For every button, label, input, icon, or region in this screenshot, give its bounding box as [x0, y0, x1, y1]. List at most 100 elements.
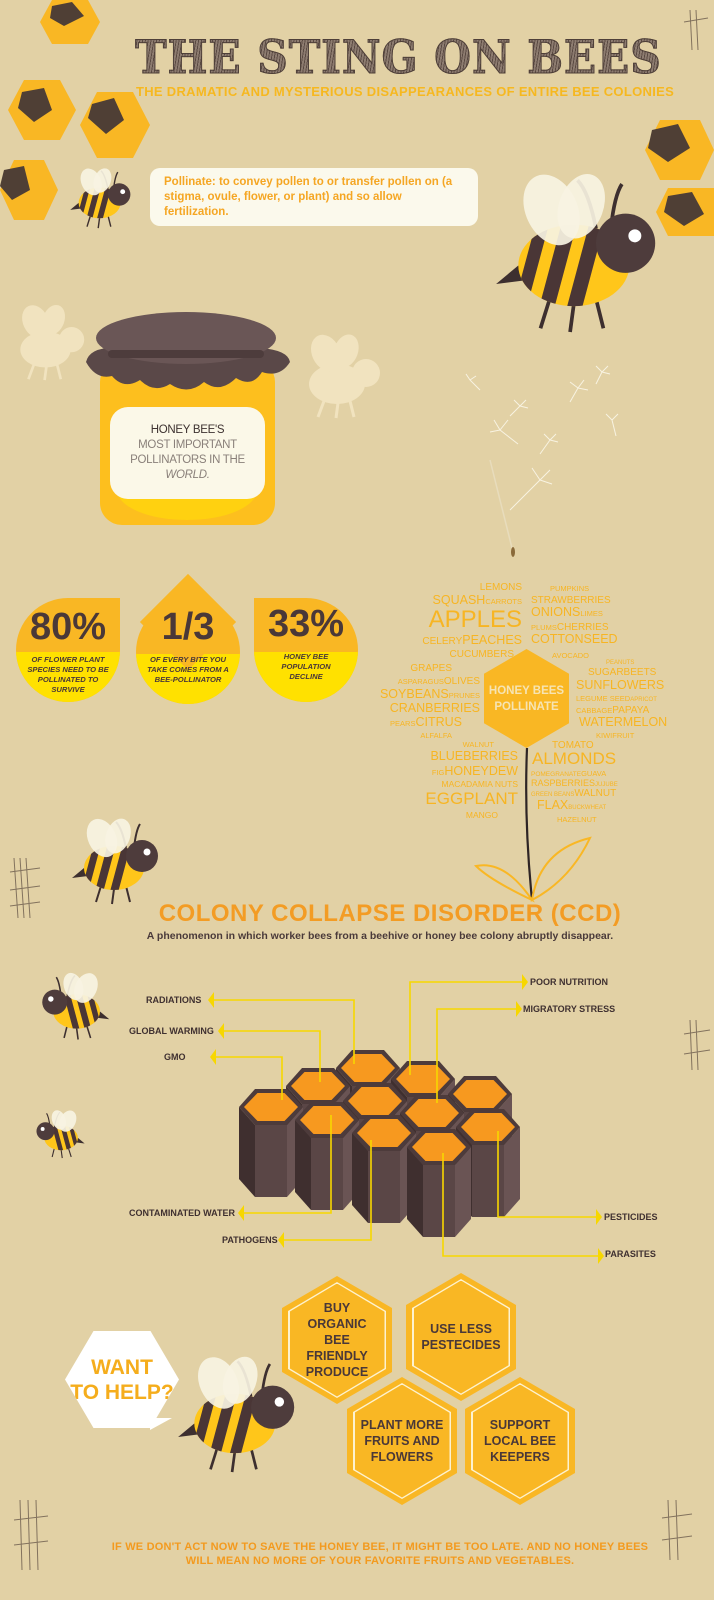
crop-word: EGGPLANT	[425, 789, 518, 808]
arrowhead-icon	[598, 1248, 604, 1264]
pollinate-definition-box: Pollinate: to convey pollen to or transf…	[150, 168, 478, 226]
crop-word: PUMPKINS	[550, 584, 590, 593]
cause-global-warming: GLOBAL WARMING	[129, 1026, 214, 1036]
ghost-bee-icon	[15, 299, 86, 382]
comb-cell-honey	[405, 1099, 459, 1127]
stat-drop-shape	[254, 598, 358, 702]
stat-drop-shape	[16, 598, 120, 702]
crop-word: SUGARBEETS	[588, 667, 657, 678]
footer-line: IF WE DON'T ACT NOW TO SAVE THE HONEY BE…	[111, 1541, 649, 1553]
pollinate-definition: Pollinate: to convey pollen to or transf…	[164, 175, 453, 218]
crop-word: ASPARAGUS	[397, 677, 444, 686]
cause-pathogens: PATHOGENS	[222, 1235, 278, 1245]
arrowhead-icon	[516, 1001, 522, 1017]
cause-radiations: RADIATIONS	[146, 995, 202, 1005]
help-action-text: SUPPORT LOCAL BEE KEEPERS	[484, 1418, 556, 1464]
comb-cell-wall	[407, 1147, 423, 1237]
crop-word: PLUMS	[531, 623, 557, 632]
crop-word: FLAX	[537, 798, 569, 812]
crop-word: CUCUMBERS	[449, 649, 514, 660]
comb-cell-honey	[244, 1093, 298, 1121]
comb-cell-honey	[300, 1106, 354, 1134]
connector-line	[436, 1008, 516, 1103]
comb-cell-wall	[352, 1133, 368, 1223]
bee-icon	[42, 969, 109, 1041]
crop-word: SQUASH	[432, 593, 486, 607]
crop-word: GUAVA	[581, 769, 607, 778]
crop-word: HAZELNUT	[557, 815, 597, 824]
help-action-use-less-pesticides: USE LESS PESTECIDES	[406, 1273, 516, 1401]
crop-word: KIWIFRUIT	[596, 731, 635, 740]
help-action-text: PLANT MORE FRUITS AND FLOWERS	[360, 1418, 444, 1464]
ghost-bee-icon	[303, 328, 382, 420]
comb-cell-honey	[291, 1072, 345, 1100]
stat-80-percent: 80% OF FLOWER PLANT SPECIES NEED TO BE P…	[13, 607, 123, 695]
arrowhead-icon	[218, 1023, 224, 1039]
comb-cell-wall	[368, 1151, 400, 1223]
connector-line	[244, 1115, 332, 1214]
cause-poor-nutrition: POOR NUTRITION	[530, 977, 608, 987]
crop-word: WATERMELON	[579, 715, 668, 729]
dandelion-seeds	[465, 365, 619, 511]
comb-cell-wall	[423, 1165, 455, 1237]
crop-word: PRUNES	[448, 691, 480, 700]
help-action-text: BUY ORGANIC BEE FRIENDLY PRODUCE	[305, 1301, 369, 1379]
connector-line	[224, 1030, 321, 1082]
comb-cell-wall	[255, 1125, 287, 1197]
ccd-title: COLONY COLLAPSE DISORDER (CCD)	[158, 900, 622, 927]
crop-word: BLUEBERRIES	[430, 749, 518, 763]
bee-icon	[496, 165, 655, 335]
arrowhead-icon	[278, 1232, 284, 1248]
stat-value: 33%	[267, 603, 345, 645]
stat-value: 80%	[29, 606, 107, 648]
dandelion-seed	[511, 547, 515, 557]
page-subtitle: THE DRAMATIC AND MYSTERIOUS DISAPPEARANC…	[135, 84, 675, 99]
cause-migratory-stress: MIGRATORY STRESS	[523, 1004, 616, 1014]
crop-word: ONIONS	[531, 605, 581, 619]
ccd-description: A phenomenon in which worker bees from a…	[146, 930, 614, 942]
crop-word: RASPBERRIES	[531, 778, 596, 788]
crop-word: COTTONSEED	[531, 632, 618, 646]
crop-word: WALNUT	[462, 740, 494, 749]
bee-icon	[70, 165, 130, 229]
bee-icon	[178, 1350, 294, 1474]
bee-icon	[72, 814, 158, 906]
crop-word: MANGO	[465, 810, 498, 820]
leaf-icon	[530, 836, 592, 902]
arrowhead-icon	[596, 1209, 602, 1225]
connector-line	[497, 1131, 596, 1218]
crop-word: PEARS	[390, 719, 416, 728]
crop-word: CHERRIES	[556, 622, 609, 633]
flower-stem	[525, 747, 534, 901]
crop-word: POMEGRANATE	[531, 771, 582, 778]
crop-word: APPLES	[428, 606, 522, 633]
crop-word: STRAWBERRIES	[531, 595, 611, 606]
comb-cell-wall	[455, 1147, 471, 1237]
arrowhead-icon	[208, 992, 214, 1008]
stat-value: 1/3	[161, 606, 215, 648]
comb-cell-wall	[472, 1145, 504, 1217]
bee-icon	[36, 1108, 84, 1159]
arrowhead-icon	[238, 1205, 244, 1221]
cause-contaminated-water: CONTAMINATED WATER	[129, 1208, 235, 1218]
crop-word: ALFALFA	[420, 731, 452, 740]
crop-word: CARROTS	[485, 597, 522, 606]
hexagon-label-line: HONEY BEES	[488, 684, 565, 697]
hatch-marks	[9, 9, 711, 1571]
crop-word: GREEN BEANS	[531, 792, 575, 798]
crop-word: PEANUTS	[606, 660, 635, 666]
connector-line	[284, 1140, 372, 1241]
crop-word: OLIVES	[443, 676, 480, 687]
crop-word: FIG	[431, 768, 445, 777]
dandelion-seed-stem	[489, 459, 513, 549]
arrowhead-icon	[210, 1049, 216, 1065]
crop-word: GRAPES	[410, 663, 452, 674]
honeycomb-diagram	[239, 1050, 520, 1237]
jar-label-line: HONEY BEE'S	[150, 424, 225, 436]
help-action-buy-organic: BUY ORGANIC BEE FRIENDLY PRODUCE	[282, 1276, 392, 1404]
stat-text: OF EVERY BITE YOU TAKE COMES FROM A BEE-…	[147, 655, 229, 684]
stat-text: OF FLOWER PLANT SPECIES NEED TO BE POLLI…	[27, 655, 109, 694]
crop-word: APRICOT	[630, 697, 657, 703]
comb-cell-wall	[239, 1107, 255, 1197]
